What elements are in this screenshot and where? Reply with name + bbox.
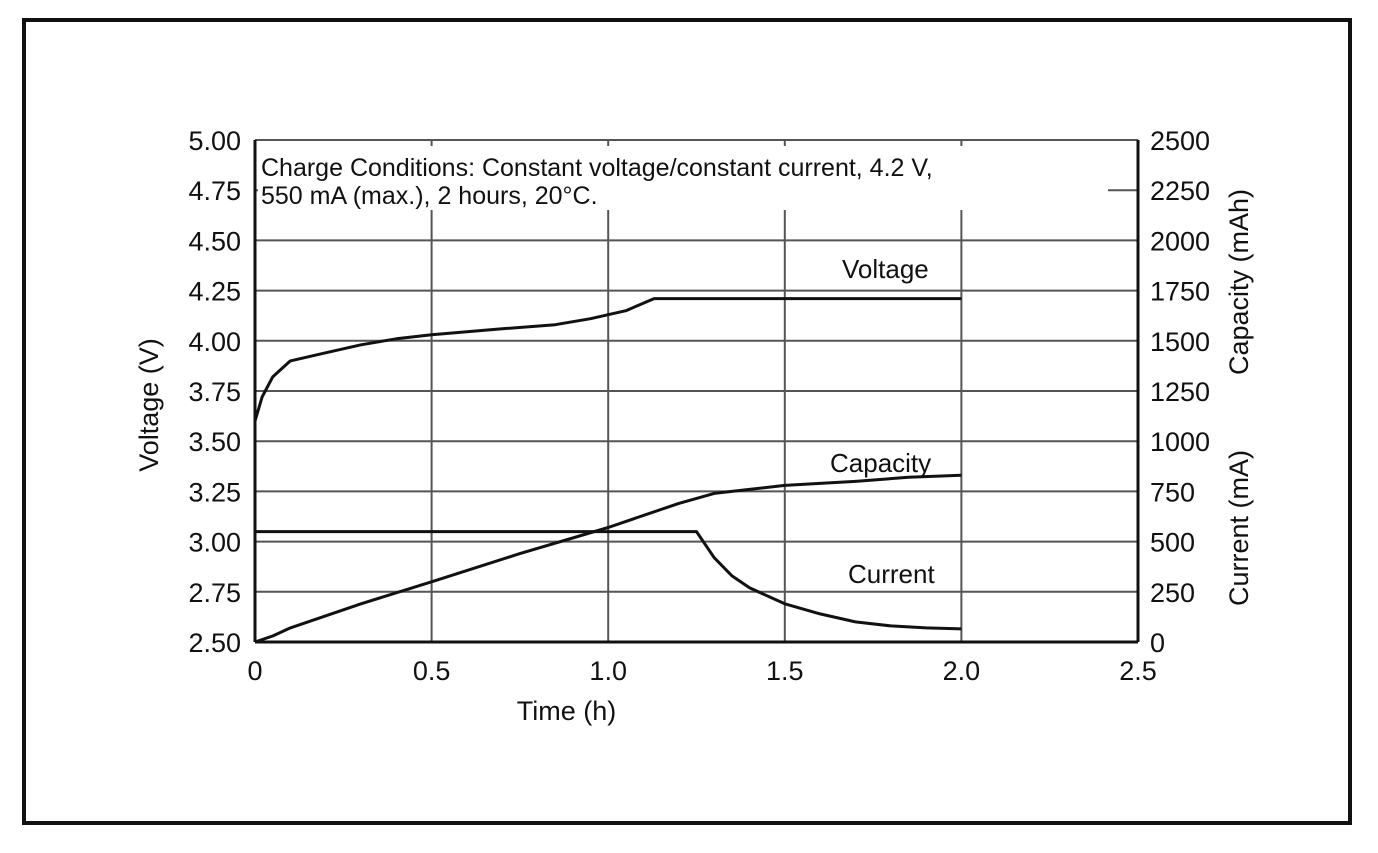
y-left-tick-label: 4.00 [188, 327, 241, 357]
y-right-tick-label: 1250 [1150, 377, 1210, 407]
series-line-capacity [254, 473, 962, 644]
series-label-voltage: Voltage [842, 254, 929, 284]
series-line-voltage [253, 297, 962, 422]
y-left-tick-label: 3.50 [188, 427, 241, 457]
y-right-tick-label: 2500 [1150, 126, 1210, 156]
y-right-tick-label: 500 [1150, 528, 1195, 558]
y-left-tick-label: 4.25 [188, 277, 241, 307]
x-tick-label: 1.0 [589, 656, 627, 686]
grid-lines [253, 139, 1140, 644]
y-right-tick-label: 750 [1150, 477, 1195, 507]
y-right-tick-label: 1750 [1150, 277, 1210, 307]
y-left-tick-label: 2.50 [188, 628, 241, 658]
y-right-tick-label: 1500 [1150, 327, 1210, 357]
left-axis-title: Voltage (V) [134, 338, 164, 472]
y-right-tick-label: 0 [1150, 628, 1165, 658]
y-left-tick-label: 2.75 [188, 578, 241, 608]
y-left-tick-label: 4.75 [188, 176, 241, 206]
x-axis-title: Time (h) [517, 696, 617, 726]
y-left-tick-label: 3.25 [188, 477, 241, 507]
y-left-tick-label: 3.00 [188, 528, 241, 558]
x-tick-label: 2.0 [943, 656, 981, 686]
right-axis-title-current: Current (mA) [1224, 450, 1254, 606]
series-line-current [255, 530, 962, 631]
y-left-tick-label: 4.50 [188, 226, 241, 256]
y-right-tick-label: 250 [1150, 578, 1195, 608]
y-left-tick-label: 3.75 [188, 377, 241, 407]
x-tick-label: 0 [247, 656, 262, 686]
x-tick-label: 2.5 [1119, 656, 1157, 686]
x-tick-label: 0.5 [413, 656, 451, 686]
right-axis-title-capacity: Capacity (mAh) [1224, 189, 1254, 375]
series-label-capacity: Capacity [830, 448, 931, 478]
y-right-tick-label: 2250 [1150, 176, 1210, 206]
y-right-tick-label: 1000 [1150, 427, 1210, 457]
y-right-tick-label: 2000 [1150, 226, 1210, 256]
annotation-line-2: 550 mA (max.), 2 hours, 20°C. [261, 182, 598, 210]
series-label-current: Current [848, 559, 935, 589]
annotation-background [258, 146, 1108, 210]
x-tick-label: 1.5 [766, 656, 804, 686]
annotation-line-1: Charge Conditions: Constant voltage/cons… [261, 154, 933, 182]
y-left-tick-label: 5.00 [188, 126, 241, 156]
